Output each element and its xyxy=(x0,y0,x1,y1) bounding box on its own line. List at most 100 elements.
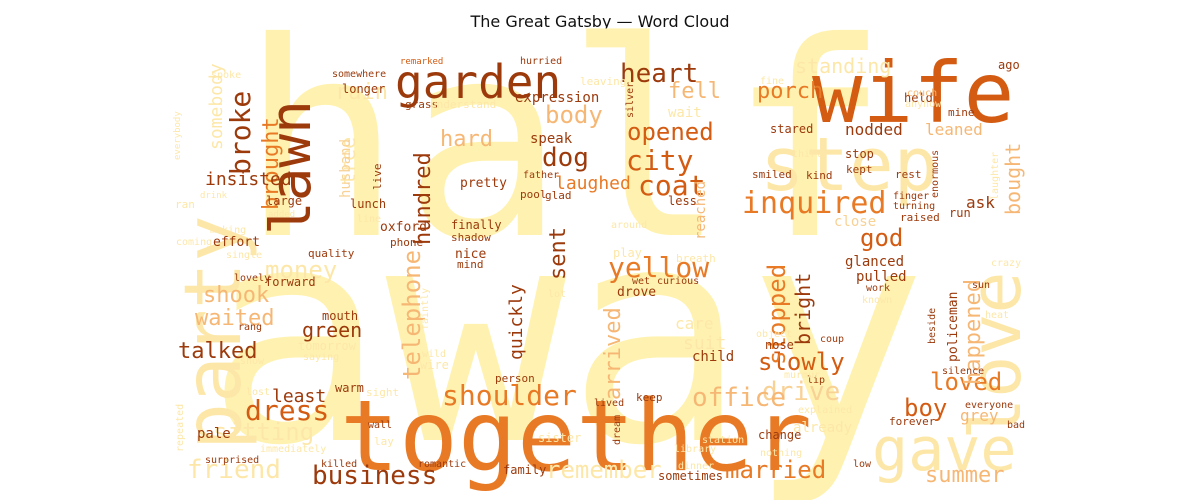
word-anyhow: anyhow xyxy=(905,99,942,110)
word-porch: porch xyxy=(757,79,823,104)
word-tree: tree xyxy=(336,137,360,185)
word-hurried: hurried xyxy=(520,56,562,67)
word-play: play xyxy=(613,246,642,260)
word-crazy: crazy xyxy=(991,258,1021,269)
word-lawn: lawn xyxy=(259,100,324,235)
word-loved: loved xyxy=(930,368,1002,396)
word-dinner: dinner xyxy=(678,461,714,472)
word-broke: broke xyxy=(224,91,257,175)
word-away: away xyxy=(205,162,927,500)
word-ran: ran xyxy=(175,198,195,211)
word-father: father xyxy=(523,170,559,181)
word-fell: fell xyxy=(668,79,721,104)
word-sister: sister xyxy=(538,431,581,445)
word-fine: fine xyxy=(760,76,784,87)
word-insisted: insisted xyxy=(205,169,292,190)
word-nice: nice xyxy=(455,247,486,262)
word-suit: suit xyxy=(683,333,726,354)
word-library: library xyxy=(674,444,716,455)
word-drink: drink xyxy=(200,191,228,201)
word-happened: happened xyxy=(961,279,986,385)
word-mouth: mouth xyxy=(322,309,358,323)
word-surprised: surprised xyxy=(205,455,259,466)
word-expression: expression xyxy=(515,90,599,106)
word-married: married xyxy=(725,456,826,484)
word-love: love xyxy=(955,271,1037,440)
word-sometimes: sometimes xyxy=(658,469,723,483)
word-forward: forward xyxy=(265,275,316,289)
word-dream: dream xyxy=(612,415,623,445)
word-ask: ask xyxy=(966,193,995,212)
word-somewhere: somewhere xyxy=(332,69,386,80)
word-shadow: shadow xyxy=(451,231,491,244)
word-body: body xyxy=(545,101,603,129)
word-low: low xyxy=(853,459,872,470)
word-bright: bright xyxy=(791,273,815,345)
word-wire: wire xyxy=(420,358,449,372)
word-drove: drove xyxy=(617,285,656,300)
word-kind: kind xyxy=(806,169,833,182)
word-beside: beside xyxy=(927,308,938,344)
word-slowly: slowly xyxy=(758,348,845,376)
word-everyone: everyone xyxy=(965,400,1013,411)
word-dress: dress xyxy=(245,394,329,427)
word-heat: heat xyxy=(985,310,1009,321)
word-warm: warm xyxy=(335,381,364,395)
word-rain: rain xyxy=(335,80,388,105)
word-rang: rang xyxy=(238,322,262,333)
word-glanced: glanced xyxy=(845,254,904,270)
word-lip: lip xyxy=(807,375,825,386)
word-standing: standing xyxy=(795,54,891,78)
word-brought: brought xyxy=(259,117,284,210)
word-person: person xyxy=(495,372,535,385)
word-child: child xyxy=(692,349,734,365)
word-bad: bad xyxy=(1007,420,1025,431)
word-pale: pale xyxy=(197,426,231,442)
word-shoulder: shoulder xyxy=(442,379,577,412)
word-step: step xyxy=(760,122,938,208)
word-inquired: inquired xyxy=(742,186,887,221)
word-making: making xyxy=(210,225,246,236)
word-everybody: everybody xyxy=(173,111,183,160)
word-wait: wait xyxy=(668,105,702,121)
word-party: party xyxy=(169,215,259,450)
word-sun: sun xyxy=(972,280,990,291)
word-large: large xyxy=(266,194,302,208)
word-heart: heart xyxy=(620,59,698,89)
word-thirty: thirty xyxy=(792,149,828,160)
word-grey: grey xyxy=(960,406,999,425)
word-faintly: faintly xyxy=(420,288,431,330)
word-half: half xyxy=(240,0,890,299)
word-killed: killed xyxy=(321,459,357,470)
word-pool: pool xyxy=(520,188,547,201)
word-sent: sent xyxy=(546,227,571,280)
word-drive: drive xyxy=(762,377,840,407)
word-lovely: lovely xyxy=(234,273,270,284)
word-effort: effort xyxy=(213,235,260,250)
word-coup: coup xyxy=(820,334,844,345)
word-mine: mine xyxy=(948,106,975,119)
word-sight: sight xyxy=(366,386,399,399)
word-pulled: pulled xyxy=(856,269,907,285)
word-romantic: romantic xyxy=(418,459,466,470)
word-shook: shook xyxy=(203,283,269,308)
word-run: run xyxy=(949,206,971,220)
word-object: object xyxy=(756,329,792,340)
word-stop: stop xyxy=(845,147,874,161)
word-ago: ago xyxy=(998,58,1020,72)
word-oxford: oxford xyxy=(380,220,427,235)
cloud-background xyxy=(175,48,1025,498)
word-green: green xyxy=(302,318,362,342)
word-mind: mind xyxy=(457,258,484,271)
word-yellow: yellow xyxy=(608,251,709,284)
word-station: station xyxy=(702,435,744,446)
word-opened: opened xyxy=(627,118,714,146)
word-finger: finger xyxy=(893,191,929,202)
word-nothing: nothing xyxy=(760,448,802,459)
word-understand: understand xyxy=(430,98,496,111)
word-husband: husband xyxy=(338,139,354,198)
word-known: known xyxy=(862,295,892,306)
word-spoke: spoke xyxy=(211,70,241,81)
word-live: live xyxy=(371,164,384,191)
